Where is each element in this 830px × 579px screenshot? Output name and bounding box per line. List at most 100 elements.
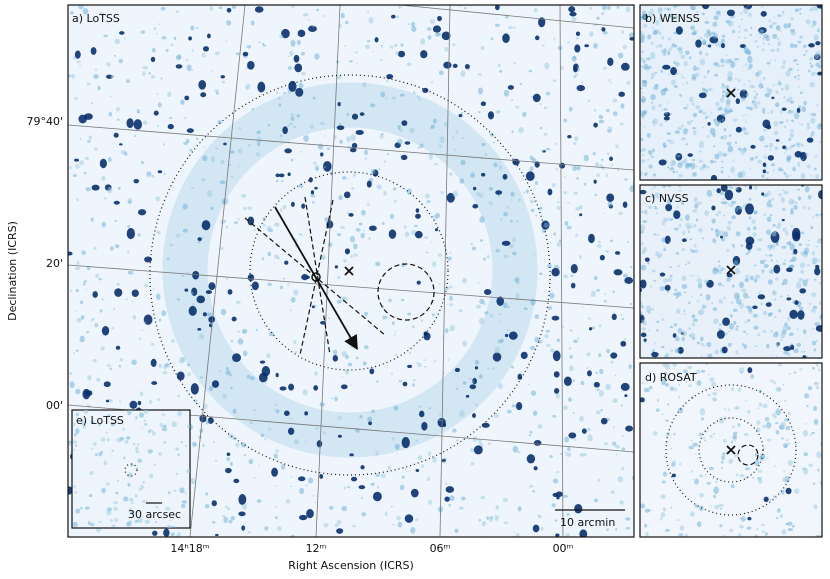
speckle (155, 196, 161, 202)
speckle (257, 81, 266, 93)
speckle (779, 14, 783, 17)
speckle (787, 528, 794, 532)
speckle (714, 153, 720, 160)
speckle (90, 447, 93, 450)
speckle (106, 364, 111, 367)
speckle (789, 43, 795, 48)
speckle (343, 258, 347, 263)
speckle (546, 343, 551, 348)
speckle (107, 398, 113, 403)
speckle (742, 114, 744, 117)
speckle (245, 83, 251, 90)
speckle (444, 496, 450, 502)
speckle (111, 449, 114, 452)
speckle (182, 203, 188, 210)
speckle (282, 126, 288, 135)
speckle (663, 107, 666, 110)
speckle (754, 534, 758, 537)
speckle (161, 36, 167, 40)
speckle (728, 134, 732, 137)
speckle (227, 289, 233, 295)
speckle (394, 330, 397, 333)
speckle (404, 467, 407, 470)
speckle (615, 528, 618, 531)
speckle (574, 136, 579, 142)
speckle (694, 65, 697, 67)
speckle (418, 405, 423, 408)
speckle (814, 267, 821, 276)
speckle (577, 337, 579, 340)
speckle (515, 219, 519, 223)
speckle (225, 367, 229, 371)
speckle (596, 244, 602, 248)
speckle (763, 33, 769, 38)
speckle (92, 291, 98, 298)
speckle (767, 112, 770, 114)
speckle (689, 511, 695, 517)
speckle (275, 449, 279, 453)
speckle (770, 109, 774, 114)
speckle (810, 25, 814, 28)
speckle (720, 185, 728, 192)
speckle (780, 141, 783, 144)
image-noise (640, 185, 822, 358)
speckle (205, 492, 208, 496)
speckle (107, 157, 112, 163)
speckle (783, 96, 786, 99)
speckle (323, 431, 326, 435)
speckle (186, 128, 194, 133)
speckle (738, 25, 741, 28)
speckle (647, 205, 653, 209)
speckle (643, 125, 646, 128)
speckle (101, 487, 106, 494)
speckle (617, 168, 620, 172)
speckle (623, 273, 628, 278)
speckle (275, 409, 280, 414)
speckle (545, 329, 551, 333)
speckle (355, 356, 359, 360)
speckle (85, 187, 91, 192)
speckle (593, 179, 597, 184)
speckle (683, 291, 687, 294)
speckle (184, 444, 188, 448)
speckle (680, 138, 684, 141)
speckle (273, 262, 276, 265)
speckle (490, 37, 494, 41)
speckle (702, 345, 705, 347)
speckle (734, 292, 740, 300)
speckle (176, 298, 181, 301)
speckle (343, 45, 347, 48)
speckle (247, 206, 253, 210)
speckle (202, 155, 208, 162)
speckle (776, 355, 778, 358)
speckle (93, 246, 97, 250)
speckle (673, 323, 678, 327)
speckle (720, 64, 725, 67)
speckle (445, 482, 448, 485)
speckle (771, 21, 777, 25)
speckle (556, 338, 560, 343)
speckle (556, 206, 561, 210)
speckle (355, 129, 364, 135)
speckle (811, 431, 816, 435)
speckle (246, 45, 252, 49)
speckle (713, 432, 716, 435)
speckle (721, 83, 725, 87)
speckle (712, 494, 717, 499)
speckle (455, 388, 459, 390)
speckle (537, 206, 543, 210)
speckle (811, 112, 817, 117)
speckle (390, 372, 393, 376)
speckle (777, 40, 782, 47)
speckle (682, 230, 686, 235)
speckle (751, 219, 756, 224)
speckle (737, 88, 740, 92)
speckle (696, 10, 699, 14)
speckle (314, 53, 320, 60)
speckle (768, 43, 771, 45)
speckle (721, 118, 725, 123)
speckle (410, 527, 416, 534)
speckle (812, 305, 818, 310)
speckle (559, 162, 566, 169)
speckle (176, 371, 185, 381)
